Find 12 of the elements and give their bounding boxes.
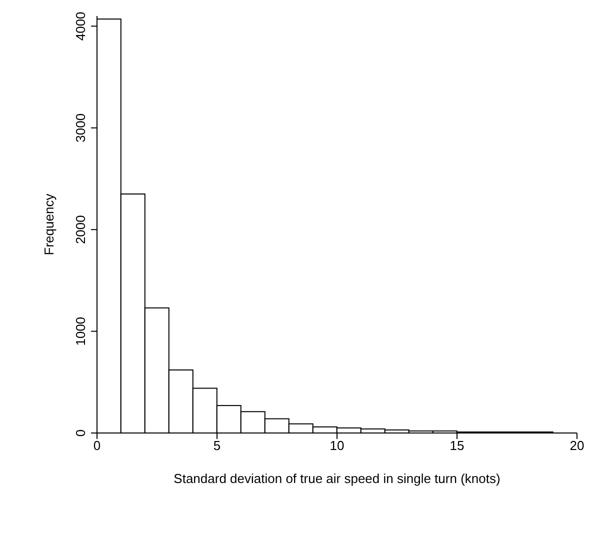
- y-tick-label: 0: [73, 429, 88, 437]
- x-tick-label: 5: [213, 438, 221, 454]
- y-axis-title: Frequency: [42, 193, 57, 256]
- y-tick-label: 4000: [73, 12, 88, 41]
- x-tick-label: 10: [330, 438, 344, 454]
- y-tick-label: 2000: [73, 215, 88, 244]
- y-tick-label: 1000: [73, 316, 88, 346]
- x-tick-label: 20: [570, 438, 584, 454]
- x-tick-label: 0: [93, 438, 101, 454]
- x-axis-title: Standard deviation of true air speed in single turn (knots): [174, 471, 500, 486]
- y-tick-label: 3000: [73, 113, 88, 142]
- x-tick-label: 15: [450, 438, 464, 454]
